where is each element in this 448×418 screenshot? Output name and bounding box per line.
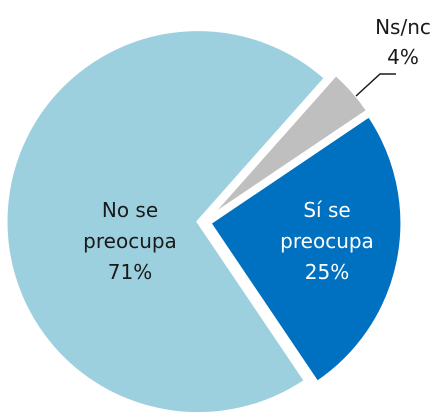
pie-slice bbox=[4, 28, 328, 416]
slice-label: No se preocupa 71% bbox=[78, 195, 182, 288]
category-label: Ns/nc bbox=[375, 15, 431, 39]
leader-line bbox=[355, 73, 396, 97]
value-label: 71% bbox=[107, 260, 153, 284]
slice-label: Ns/nc 4% bbox=[360, 12, 446, 72]
pie-slice bbox=[207, 72, 370, 220]
value-label: 4% bbox=[387, 45, 419, 69]
slice-label: Sí se preocupa 25% bbox=[275, 195, 379, 288]
pie-slice bbox=[207, 113, 404, 385]
category-label: No se preocupa bbox=[83, 198, 177, 253]
category-label: Sí se preocupa bbox=[280, 198, 374, 253]
value-label: 25% bbox=[304, 260, 350, 284]
